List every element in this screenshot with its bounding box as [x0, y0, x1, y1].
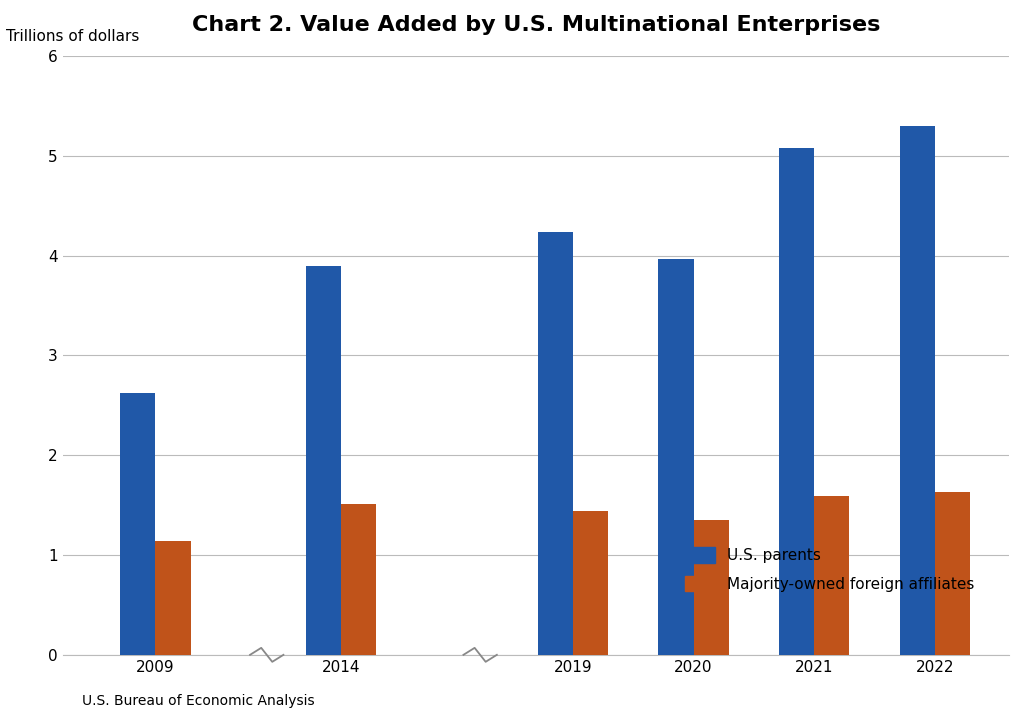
- Bar: [693, 520, 729, 655]
- Bar: [935, 492, 970, 655]
- Bar: [341, 504, 376, 655]
- Bar: [658, 258, 693, 655]
- Text: U.S. Bureau of Economic Analysis: U.S. Bureau of Economic Analysis: [82, 694, 314, 708]
- Legend: U.S. parents, Majority-owned foreign affiliates: U.S. parents, Majority-owned foreign aff…: [677, 540, 982, 599]
- Bar: [814, 496, 850, 655]
- Bar: [779, 148, 814, 655]
- Bar: [306, 266, 341, 655]
- Bar: [572, 511, 608, 655]
- Bar: [538, 232, 572, 655]
- Title: Chart 2. Value Added by U.S. Multinational Enterprises: Chart 2. Value Added by U.S. Multination…: [191, 15, 880, 35]
- Bar: [156, 541, 190, 655]
- Text: Trillions of dollars: Trillions of dollars: [6, 29, 139, 44]
- Bar: [899, 126, 935, 655]
- Bar: [120, 393, 156, 655]
